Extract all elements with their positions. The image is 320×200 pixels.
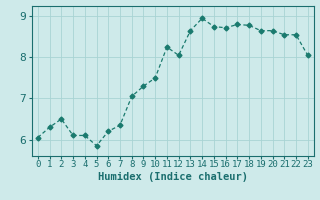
X-axis label: Humidex (Indice chaleur): Humidex (Indice chaleur) <box>98 172 248 182</box>
